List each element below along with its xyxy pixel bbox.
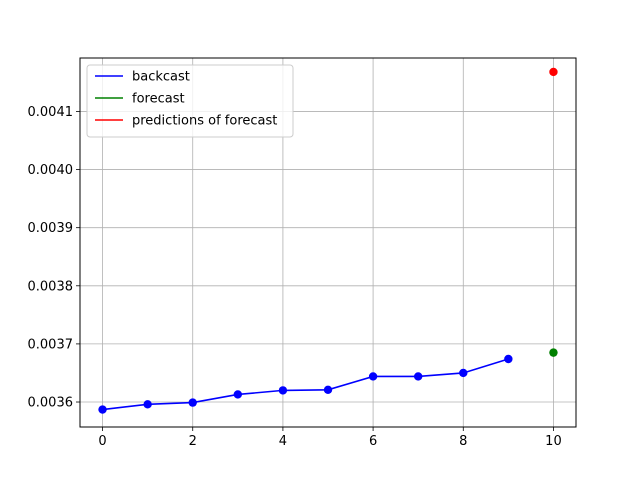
- legend: backcast forecast predictions of forecast: [86, 64, 294, 138]
- data-point: [504, 354, 513, 364]
- y-tick-label: 0.0041: [28, 105, 74, 120]
- series-backcast: [98, 354, 513, 414]
- x-tick-label: 4: [279, 434, 287, 449]
- data-point: [549, 348, 558, 357]
- data-point: [323, 385, 333, 395]
- y-tick-label: 0.0038: [28, 279, 74, 294]
- x-tick-label: 0: [98, 434, 106, 449]
- data-point: [143, 400, 152, 409]
- data-point: [98, 405, 107, 414]
- legend-label: predictions of forecast: [132, 114, 277, 129]
- data-point: [459, 368, 468, 378]
- data-point: [413, 372, 423, 381]
- series-predictions-of-forecast: [549, 67, 558, 77]
- y-tick-label: 0.0039: [28, 221, 74, 236]
- x-tick-label: 8: [459, 434, 467, 449]
- plot-area-frame: [79, 57, 577, 428]
- data-point: [549, 67, 558, 77]
- x-tick-label: 2: [189, 434, 197, 449]
- data-point: [188, 398, 197, 407]
- y-tick-label: 0.0036: [28, 396, 74, 411]
- legend-box: [86, 64, 294, 138]
- data-point: [233, 390, 243, 399]
- series-line: [102, 358, 509, 411]
- legend-label: backcast: [132, 70, 190, 85]
- y-tick-label: 0.0037: [28, 337, 74, 352]
- x-tick-label: 6: [369, 434, 377, 449]
- series-forecast: [549, 348, 558, 357]
- legend-label: forecast: [132, 92, 185, 107]
- axis-ticks: 0 2 4 6 8 10 0.0036 0.0037 0.0038 0.0039 0.0040 0.0…: [28, 105, 562, 449]
- plot-series: [98, 67, 558, 414]
- data-point: [368, 372, 378, 381]
- x-tick-label: 10: [545, 434, 562, 449]
- data-point: [278, 386, 288, 395]
- y-tick-label: 0.0040: [28, 163, 74, 178]
